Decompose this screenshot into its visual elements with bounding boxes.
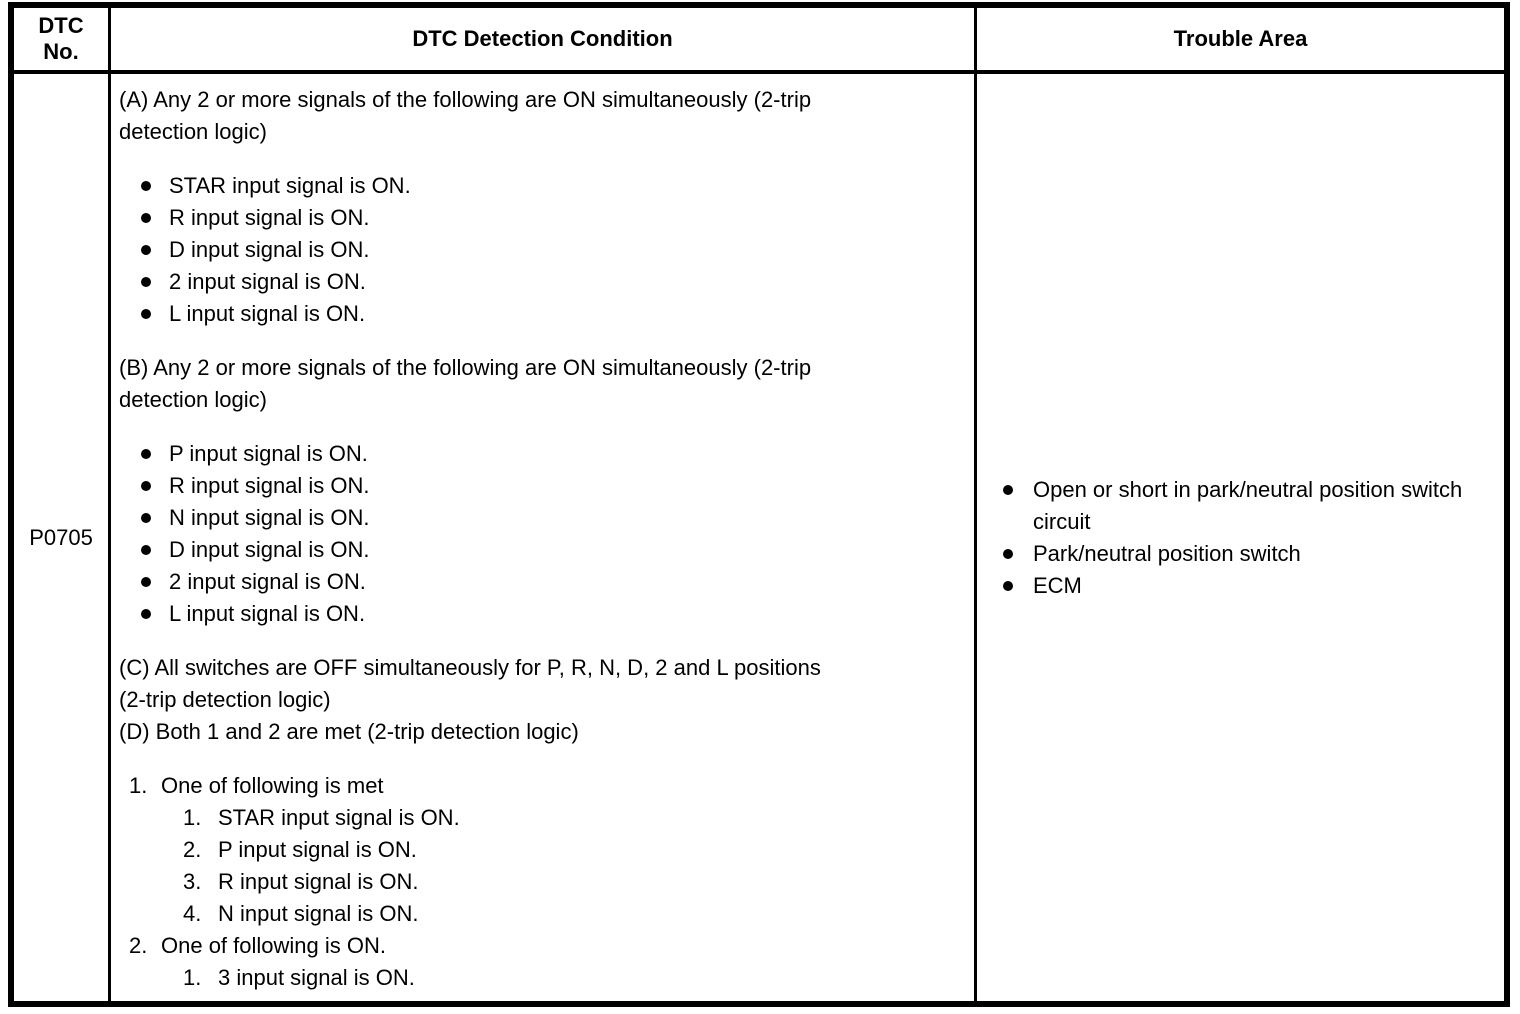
detection-condition-cell: (A) Any 2 or more signals of the followi… [111, 74, 977, 1001]
condition-paragraph: (B) Any 2 or more signals of the followi… [119, 355, 812, 412]
ordered-subitem: 4. N input signal is ON. [119, 898, 968, 930]
item-text: One of following is met [161, 773, 384, 798]
dtc-no-cell: P0705 [14, 74, 111, 1001]
ordered-item: 2. One of following is ON. [119, 930, 968, 962]
item-number: 1. [129, 773, 148, 798]
header-trouble-area-label: Trouble Area [1173, 26, 1308, 51]
trouble-text: ECM [1033, 572, 1082, 598]
bullet-item: R input signal is ON. [119, 470, 968, 502]
condition-paragraph: (D) Both 1 and 2 are met (2-trip detecti… [119, 719, 579, 744]
ordered-subitem: 2. P input signal is ON. [119, 834, 968, 866]
header-dtc-no-line2: No. [43, 39, 79, 64]
bullet-text: D input signal is ON. [169, 237, 370, 262]
bullet-text: 2 input signal is ON. [169, 569, 366, 594]
ordered-subitem: 3. R input signal is ON. [119, 866, 968, 898]
trouble-text: Park/neutral position switch [1033, 540, 1301, 566]
bullet-text: 2 input signal is ON. [169, 269, 366, 294]
bullet-item: 2 input signal is ON. [119, 266, 968, 298]
header-trouble-area: Trouble Area [977, 8, 1504, 74]
bullet-icon [141, 277, 151, 287]
subitem-number: 4. [183, 901, 202, 926]
bullet-icon [141, 545, 151, 555]
trouble-item: Park/neutral position switch [991, 538, 1476, 570]
header-detection-condition-label: DTC Detection Condition [412, 26, 673, 51]
trouble-item: Open or short in park/neutral position s… [991, 474, 1476, 538]
bullet-icon [141, 213, 151, 223]
trouble-item: ECM [991, 570, 1476, 602]
bullet-icon [141, 309, 151, 319]
dtc-table: DTC No. DTC Detection Condition Trouble … [8, 2, 1510, 1007]
bullet-item: D input signal is ON. [119, 234, 968, 266]
bullet-item: N input signal is ON. [119, 502, 968, 534]
bullet-icon [141, 245, 151, 255]
ordered-item: 1. One of following is met [119, 770, 968, 802]
bullet-item: P input signal is ON. [119, 438, 968, 470]
bullet-icon [141, 181, 151, 191]
bullet-text: R input signal is ON. [169, 473, 370, 498]
bullet-icon [1003, 548, 1013, 559]
ordered-subitem: 1. STAR input signal is ON. [119, 802, 968, 834]
bullet-item: L input signal is ON. [119, 298, 968, 330]
bullet-list: P input signal is ON. R input signal is O… [119, 438, 968, 630]
subitem-text: 3 input signal is ON. [218, 965, 415, 990]
trouble-text: Open or short in park/neutral position s… [1033, 476, 1463, 534]
bullet-icon [1003, 580, 1013, 591]
bullet-text: N input signal is ON. [169, 505, 370, 530]
subitem-text: STAR input signal is ON. [218, 805, 460, 830]
subitem-number: 1. [183, 965, 202, 990]
bullet-icon [1003, 484, 1013, 495]
bullet-text: L input signal is ON. [169, 601, 366, 626]
item-number: 2. [129, 933, 148, 958]
bullet-icon [141, 513, 151, 523]
condition-paragraph: (C) All switches are OFF simultaneously … [119, 655, 821, 712]
header-dtc-no-line1: DTC [38, 13, 84, 38]
subitem-number: 1. [183, 805, 202, 830]
bullet-icon [141, 449, 151, 459]
item-text: One of following is ON. [161, 933, 386, 958]
bullet-text: L input signal is ON. [169, 301, 366, 326]
trouble-area-cell: Open or short in park/neutral position s… [977, 74, 1504, 1001]
bullet-text: D input signal is ON. [169, 537, 370, 562]
bullet-item: STAR input signal is ON. [119, 170, 968, 202]
subitem-text: R input signal is ON. [218, 869, 419, 894]
bullet-item: R input signal is ON. [119, 202, 968, 234]
header-dtc-no: DTC No. [14, 8, 111, 74]
dtc-code: P0705 [29, 524, 93, 550]
subitem-number: 2. [183, 837, 202, 862]
header-detection-condition: DTC Detection Condition [111, 8, 977, 74]
subitem-text: P input signal is ON. [218, 837, 417, 862]
ordered-list: 1. One of following is met 1. STAR input si… [119, 770, 968, 994]
bullet-list: STAR input signal is ON. R input signal i… [119, 170, 968, 330]
bullet-text: P input signal is ON. [169, 441, 368, 466]
bullet-text: STAR input signal is ON. [169, 173, 411, 198]
subitem-number: 3. [183, 869, 202, 894]
bullet-item: D input signal is ON. [119, 534, 968, 566]
bullet-item: L input signal is ON. [119, 598, 968, 630]
bullet-text: R input signal is ON. [169, 205, 370, 230]
subitem-text: N input signal is ON. [218, 901, 419, 926]
bullet-icon [141, 609, 151, 619]
bullet-icon [141, 481, 151, 491]
condition-paragraph: (A) Any 2 or more signals of the followi… [119, 87, 812, 144]
bullet-icon [141, 577, 151, 587]
bullet-item: 2 input signal is ON. [119, 566, 968, 598]
ordered-subitem: 1. 3 input signal is ON. [119, 962, 968, 994]
